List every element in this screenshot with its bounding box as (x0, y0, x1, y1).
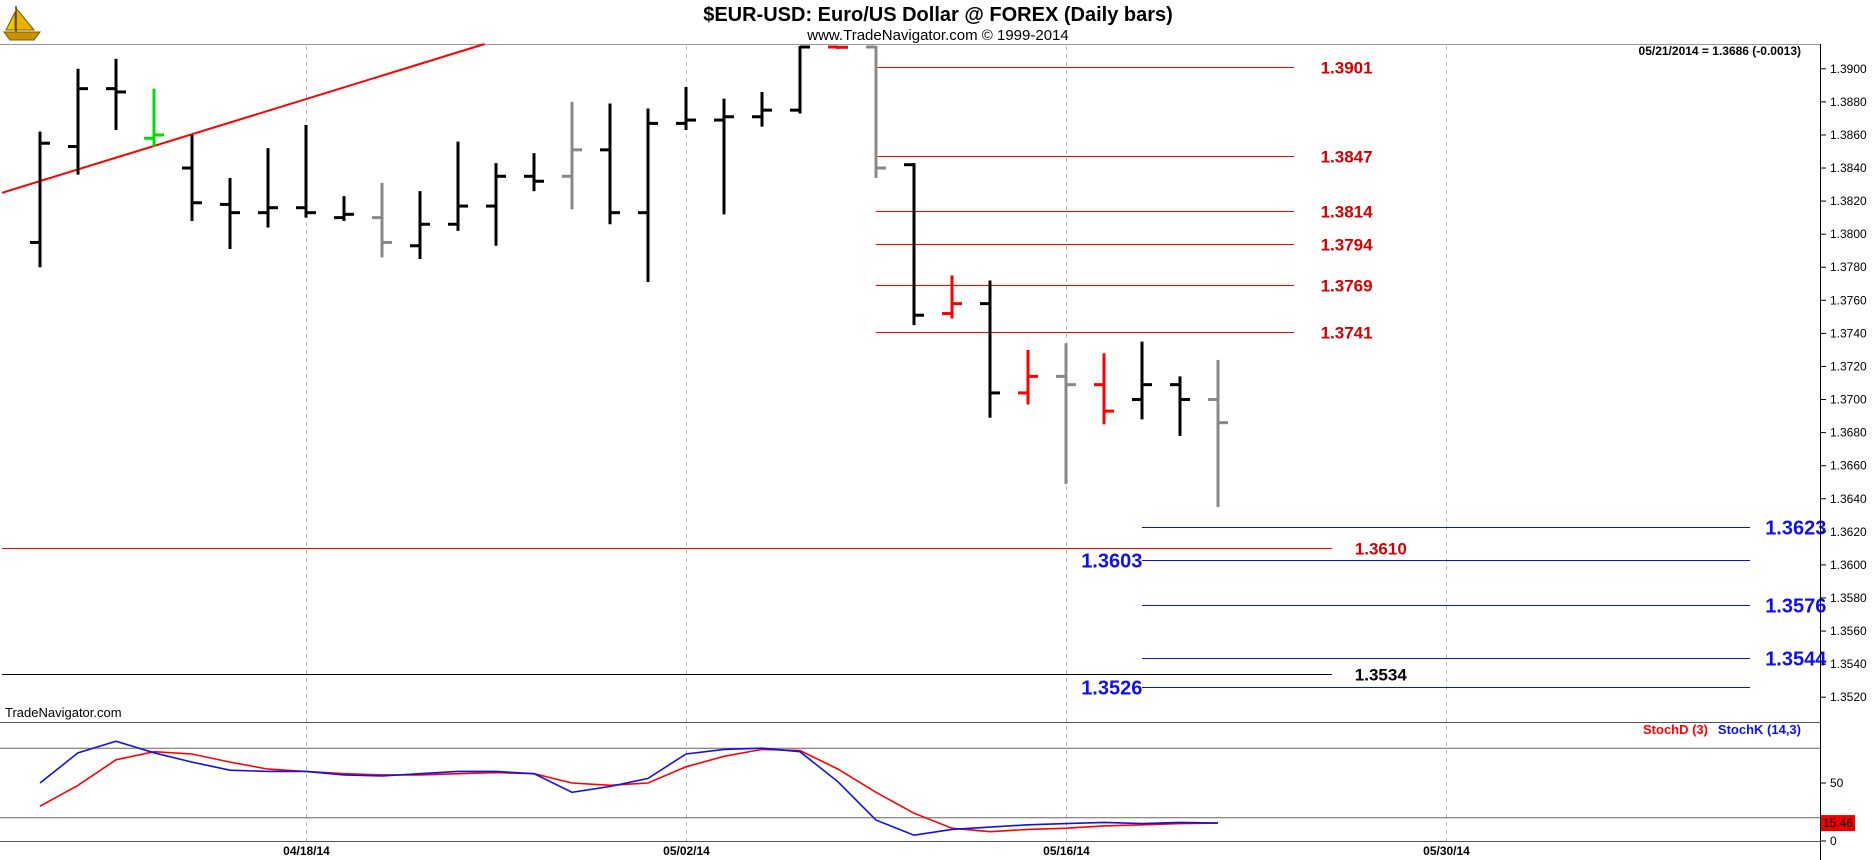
price-tick-label: 1.3680 (1830, 426, 1867, 440)
ohlc-bar (1170, 376, 1190, 436)
stoch-last-value-box (1821, 815, 1855, 832)
stochd-line (39, 748, 1219, 833)
ohlc-bar (790, 45, 810, 114)
header: $EUR-USD: Euro/US Dollar @ FOREX (Daily … (3, 4, 1801, 58)
stoch-axis-ticks: 0 50 (1820, 776, 1844, 848)
level-label: 1.3576 (1765, 596, 1826, 618)
ohlc-bar (1018, 349, 1038, 405)
ohlc-bar (486, 163, 506, 246)
ohlc-bar (106, 58, 126, 130)
ohlc-bar (1132, 341, 1152, 420)
price-tick-label: 1.3780 (1830, 260, 1867, 274)
price-tick-label: 1.3560 (1830, 624, 1867, 638)
ohlc-bar (828, 45, 848, 49)
stoch-tick-label: 0 (1830, 834, 1837, 848)
level-label: 1.3526 (1081, 678, 1142, 700)
ohlc-bar (752, 91, 772, 127)
price-tick-label: 1.3760 (1830, 293, 1867, 307)
ohlc-bar (638, 108, 658, 283)
ohlc-bar (1094, 353, 1114, 425)
stoch-tick-label: 50 (1830, 776, 1844, 790)
price-axis-ticks: 1.3520 1.3540 1.3560 1.3580 1.3600 1.3620 1.36… (1820, 62, 1867, 704)
price-panel: 1.3901 1.3847 1.3814 1.3794 1.3769 1.3741 1.36… (0, 43, 1827, 841)
ohlc-bar (144, 88, 164, 147)
price-tick-label: 1.3700 (1830, 393, 1867, 407)
red-trendline (1, 43, 485, 194)
ohlc-bar (220, 177, 240, 250)
ohlc-bar (676, 86, 696, 130)
date-axis: 04/18/14 05/02/14 05/16/14 05/30/14 (283, 844, 1470, 858)
level-label: 1.3610 (1355, 540, 1407, 559)
ohlc-bar (942, 275, 962, 319)
ohlc-bar (68, 68, 88, 175)
level-label: 1.3544 (1765, 649, 1827, 671)
stoch-last-value: 15.46 (1823, 816, 1853, 830)
right-axis: 1.3520 1.3540 1.3560 1.3580 1.3600 1.3620 1.36… (1820, 44, 1867, 860)
price-tick-label: 1.3900 (1830, 62, 1867, 76)
legend-stochk: StochK (14,3) (1718, 722, 1801, 737)
price-tick-label: 1.3540 (1830, 657, 1867, 671)
price-tick-label: 1.3740 (1830, 326, 1867, 340)
price-tick-label: 1.3620 (1830, 525, 1867, 539)
ohlc-bar (296, 125, 316, 218)
price-levels: 1.3901 1.3847 1.3814 1.3794 1.3769 1.3741 1.36… (2, 59, 1827, 700)
price-tick-label: 1.3800 (1830, 227, 1867, 241)
chart-title: $EUR-USD: Euro/US Dollar @ FOREX (Daily … (703, 4, 1173, 26)
level-label: 1.3603 (1081, 551, 1142, 573)
price-tick-label: 1.3720 (1830, 359, 1867, 373)
ohlc-bar (334, 196, 354, 221)
ohlc-bar (562, 101, 582, 210)
ohlc-bar (524, 153, 544, 192)
stochastic-lines (39, 740, 1219, 837)
price-tick-label: 1.3600 (1830, 558, 1867, 572)
price-tick-label: 1.3840 (1830, 161, 1867, 175)
ohlc-bar (714, 98, 734, 215)
chart-subtitle: www.TradeNavigator.com © 1999-2014 (806, 27, 1068, 44)
ohlc-bar (410, 191, 430, 259)
level-label: 1.3534 (1355, 666, 1408, 685)
level-label: 1.3769 (1321, 277, 1373, 296)
ohlc-bar (1208, 359, 1228, 508)
date-label: 04/18/14 (283, 844, 330, 858)
ohlc-bar (600, 103, 620, 225)
legend-stochd: StochD (3) (1643, 722, 1708, 737)
ohlc-bar (448, 141, 468, 231)
date-label: 05/16/14 (1043, 844, 1090, 858)
price-tick-label: 1.3660 (1830, 459, 1867, 473)
trendline-layer (1, 43, 485, 194)
level-label: 1.3794 (1321, 236, 1374, 255)
ohlc-bar (182, 134, 202, 221)
ohlc-bar (30, 131, 50, 268)
ohlc-bar (980, 280, 1000, 418)
sailing-ship-logo-icon (3, 6, 41, 41)
date-label: 05/02/14 (663, 844, 710, 858)
stochastic-panel: StochD (3) StochK (14,3) (0, 722, 1820, 842)
ohlc-bar (258, 148, 278, 228)
price-tick-label: 1.3880 (1830, 95, 1867, 109)
ohlc-bar (1056, 343, 1076, 484)
brand-watermark: TradeNavigator.com (5, 705, 122, 720)
date-label: 05/30/14 (1423, 844, 1470, 858)
level-label: 1.3623 (1765, 518, 1826, 540)
ohlc-bar (904, 163, 924, 326)
price-tick-label: 1.3860 (1830, 128, 1867, 142)
ohlc-bar (866, 45, 886, 178)
stochk-line (39, 740, 1219, 837)
price-tick-label: 1.3520 (1830, 690, 1867, 704)
level-label: 1.3847 (1321, 148, 1373, 167)
ohlc-bar (372, 182, 392, 258)
price-tick-label: 1.3820 (1830, 194, 1867, 208)
price-tick-label: 1.3640 (1830, 492, 1867, 506)
level-label: 1.3741 (1321, 324, 1373, 343)
price-bars (30, 45, 1228, 508)
last-price-info: 05/21/2014 = 1.3686 (-0.0013) (1639, 44, 1801, 58)
level-label: 1.3814 (1321, 203, 1374, 222)
level-label: 1.3901 (1321, 59, 1373, 78)
price-tick-label: 1.3580 (1830, 591, 1867, 605)
